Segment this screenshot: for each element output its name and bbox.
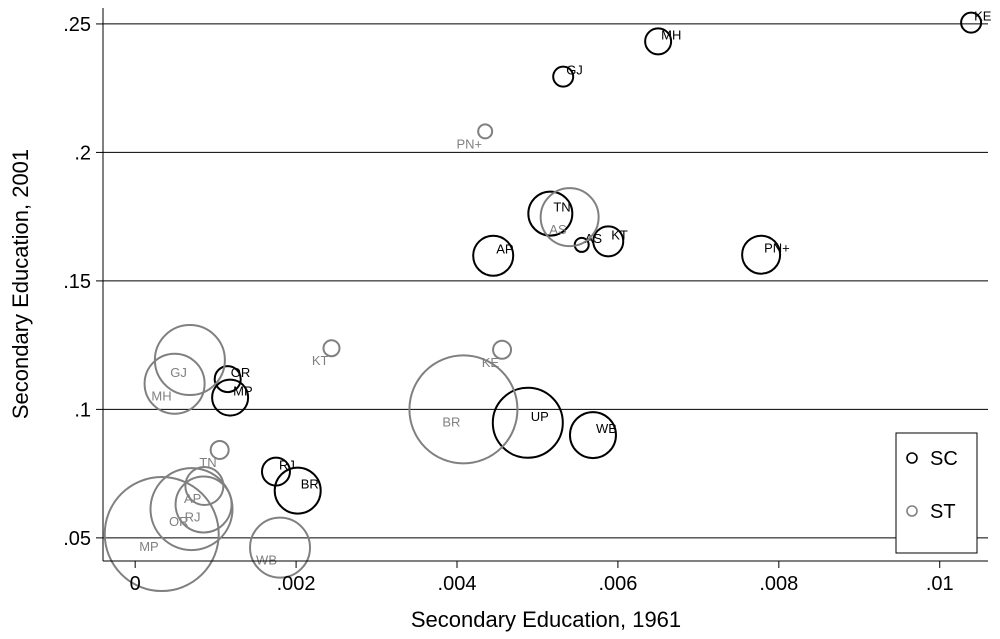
x-tick-label: .006: [598, 573, 637, 595]
point-label-sc: KE: [974, 9, 992, 24]
y-tick-label: .15: [63, 271, 91, 293]
bubble-st-pn: [477, 123, 494, 140]
bubble-st-gj: [153, 324, 226, 397]
y-tick-label: .1: [74, 399, 91, 421]
point-label-sc: BR: [301, 477, 319, 492]
point-label-st: WB: [256, 553, 277, 568]
y-tick-label: .05: [63, 528, 91, 550]
point-label-st: RJ: [185, 509, 201, 524]
point-label-sc: PN+: [764, 241, 790, 256]
bubble-sc-ke: [960, 11, 983, 34]
point-label-sc: GJ: [566, 63, 583, 78]
point-label-sc: WB: [596, 421, 617, 436]
x-tick-label: .008: [759, 573, 798, 595]
point-label-st: MH: [151, 389, 171, 404]
y-axis-title: Secondary Education, 2001: [8, 149, 33, 419]
point-label-st: MP: [139, 539, 159, 554]
gridlines: [103, 23, 988, 539]
legend-marker-st: [906, 505, 918, 517]
bubble-sc-pn: [741, 234, 782, 275]
x-tick-label: 0: [130, 573, 141, 595]
point-label-sc: OR: [231, 365, 251, 380]
x-tick-label: .01: [926, 573, 954, 595]
bubble-sc-br: [273, 466, 322, 515]
tick-marks: [96, 23, 941, 568]
bubble-sc-gj: [552, 65, 575, 88]
legend-label-st: ST: [930, 501, 956, 523]
legend-marker-sc: [906, 452, 918, 464]
legend: SC ST: [895, 432, 978, 554]
bubble-sc-ap: [472, 234, 515, 277]
bubble-sc-tn: [527, 190, 574, 237]
bubble-st-mh: [143, 352, 206, 415]
point-label-sc: MH: [661, 27, 681, 42]
bubble-st-kt: [322, 339, 341, 358]
bubble-st-or: [149, 467, 234, 552]
bubble-st-br: [408, 354, 519, 465]
bubble-sc-kt: [592, 225, 625, 258]
point-label-st: BR: [442, 414, 460, 429]
point-label-st: KT: [312, 353, 329, 368]
bubble-st-wb: [249, 516, 311, 579]
x-axis-title: Secondary Education, 1961: [411, 607, 681, 632]
point-label-sc: AP: [496, 242, 513, 257]
x-tick-label: .002: [277, 573, 316, 595]
y-tick-label: .25: [63, 14, 91, 36]
point-label-sc: TN: [553, 200, 570, 215]
point-label-st: GJ: [170, 365, 187, 380]
point-label-sc: KT: [611, 227, 628, 242]
point-label-sc: MP: [233, 384, 253, 399]
bubble-st-as: [539, 187, 600, 248]
point-label-st: AS: [549, 222, 567, 237]
bubble-sc-mh: [644, 27, 673, 56]
bubble-sc-or: [213, 365, 242, 394]
x-tick-label: .004: [438, 573, 477, 595]
legend-label-sc: SC: [930, 448, 958, 470]
axes: [102, 8, 988, 562]
point-label-st: AP: [184, 491, 201, 506]
bubble-sc-wb: [568, 411, 617, 460]
bubble-sc-up: [491, 386, 564, 459]
point-label-sc: UP: [531, 409, 549, 424]
y-tick-label: .2: [74, 142, 91, 164]
point-label-st: OR: [169, 514, 189, 529]
bubble-st-tn: [209, 439, 230, 460]
bubble-st-mp: [103, 476, 220, 593]
bubble-sc-mp: [211, 378, 250, 417]
point-label-st: PN+: [457, 136, 483, 151]
bubble-st-ke: [492, 339, 513, 360]
